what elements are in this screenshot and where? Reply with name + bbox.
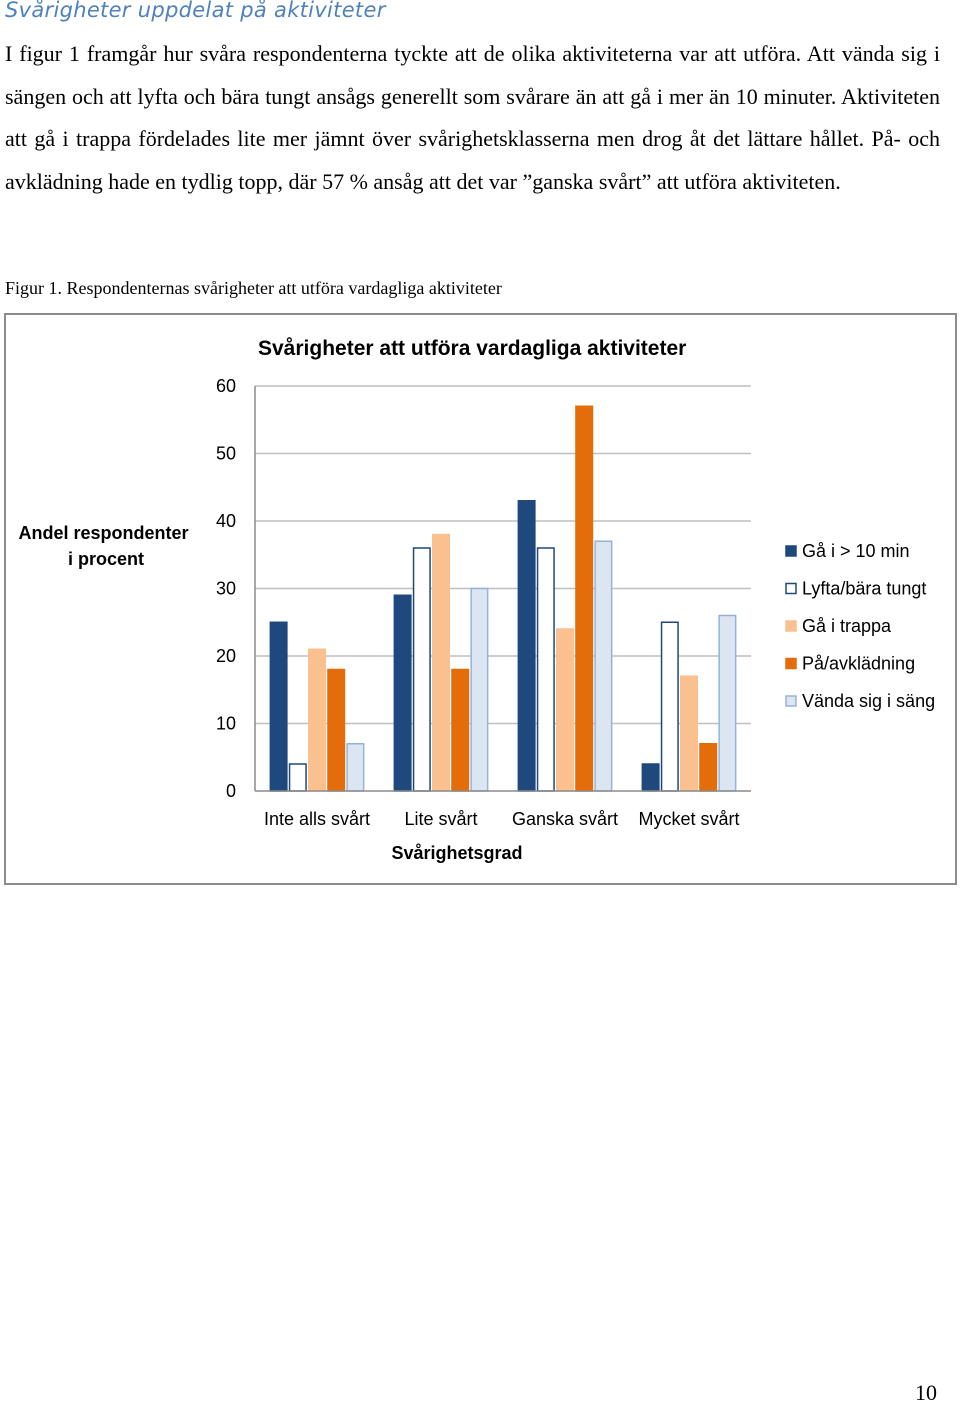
bar xyxy=(412,547,431,792)
x-axis-label: Svårighetsgrad xyxy=(391,843,522,863)
bar xyxy=(660,621,679,792)
y-tick-label: 40 xyxy=(216,511,236,531)
x-tick-label: Mycket svårt xyxy=(638,809,739,829)
legend-label: Gå i trappa xyxy=(802,616,892,636)
legend-label: På/avklädning xyxy=(802,654,915,674)
bar xyxy=(594,540,613,792)
legend-label: Gå i > 10 min xyxy=(802,541,910,561)
y-tick-label: 30 xyxy=(216,579,236,599)
chart-frame: Svårigheter att utföra vardagliga aktivi… xyxy=(4,313,957,885)
legend-swatch xyxy=(785,582,797,595)
x-tick-label: Inte alls svårt xyxy=(264,809,370,829)
x-tick-label: Ganska svårt xyxy=(512,809,618,829)
bar xyxy=(699,743,718,792)
legend-swatch xyxy=(785,620,797,632)
legend-swatch xyxy=(785,545,797,557)
y-tick-label: 20 xyxy=(216,646,236,666)
bar xyxy=(680,675,698,792)
bar xyxy=(536,547,555,792)
legend-swatch xyxy=(785,695,797,707)
bar xyxy=(432,533,450,792)
y-axis-label: Andel respondenter i procent xyxy=(18,523,193,569)
legend: Gå i > 10 min Lyfta/bära tungt Gå i trappa… xyxy=(785,541,935,711)
bar xyxy=(575,405,594,792)
x-tick-label: Lite svårt xyxy=(404,809,477,829)
bar xyxy=(451,668,470,792)
axes: 0 10 20 30 40 50 60 Inte alls svårt Lite svårt Ga… xyxy=(216,376,751,829)
bar xyxy=(327,668,346,792)
bar xyxy=(641,763,660,792)
bar xyxy=(393,594,412,792)
y-tick-label: 0 xyxy=(226,781,236,801)
bar xyxy=(269,621,288,792)
legend-label: Lyfta/bära tungt xyxy=(802,579,926,599)
y-axis-label-line-1: Andel respondenter xyxy=(18,523,188,543)
bar xyxy=(517,500,536,792)
page-number: 10 xyxy=(915,1380,937,1405)
y-tick-label: 50 xyxy=(216,444,236,464)
bar xyxy=(346,743,365,792)
y-tick-label: 60 xyxy=(216,376,236,396)
legend-swatch xyxy=(785,657,797,670)
bar xyxy=(718,614,737,792)
y-axis-label-line-2: i procent xyxy=(68,549,144,569)
figure-caption: Figur 1. Respondenternas svårigheter att… xyxy=(5,278,502,298)
legend-label: Vända sig i säng xyxy=(802,691,935,711)
body-paragraph: I figur 1 framgår hur svåra respondenter… xyxy=(5,41,940,194)
bar-chart: Svårigheter att utföra vardagliga aktivi… xyxy=(18,337,935,863)
bar xyxy=(308,648,326,792)
chart-title: Svårigheter att utföra vardagliga aktivi… xyxy=(258,337,686,360)
bar xyxy=(556,628,574,792)
bars xyxy=(269,405,737,792)
y-tick-label: 10 xyxy=(216,714,236,734)
bar xyxy=(288,763,307,792)
section-heading: Svårigheter uppdelat på aktiviteter xyxy=(5,0,386,22)
bar xyxy=(470,587,489,792)
